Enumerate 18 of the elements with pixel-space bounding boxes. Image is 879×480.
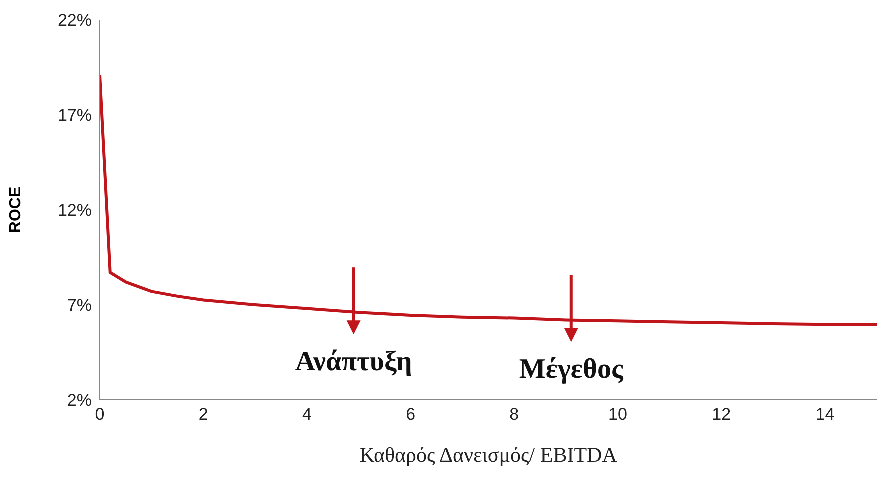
annotation: Ανάπτυξη <box>295 346 412 378</box>
y-tick-label: 12% <box>58 201 92 220</box>
x-tick-label: 10 <box>608 405 628 424</box>
x-tick-label: 14 <box>816 405 835 424</box>
y-axis-title: ROCE <box>8 186 25 234</box>
annotation: Μέγεθος <box>519 354 624 386</box>
y-tick-label: 17% <box>58 106 92 126</box>
x-axis-title: Καθαρός Δανεισμός/ EBITDA <box>360 443 618 467</box>
y-tick-label: 2% <box>67 391 92 410</box>
x-tick-label: 8 <box>510 405 520 424</box>
x-tick-label: 0 <box>95 405 105 424</box>
line-series <box>100 74 877 326</box>
x-tick-label: 6 <box>406 405 416 424</box>
y-tick-label: 7% <box>67 296 92 316</box>
x-tick-label: 12 <box>712 405 732 424</box>
y-tick-label: 22% <box>58 11 92 30</box>
x-tick-label: 4 <box>302 405 312 424</box>
x-tick-label: 2 <box>198 405 208 424</box>
